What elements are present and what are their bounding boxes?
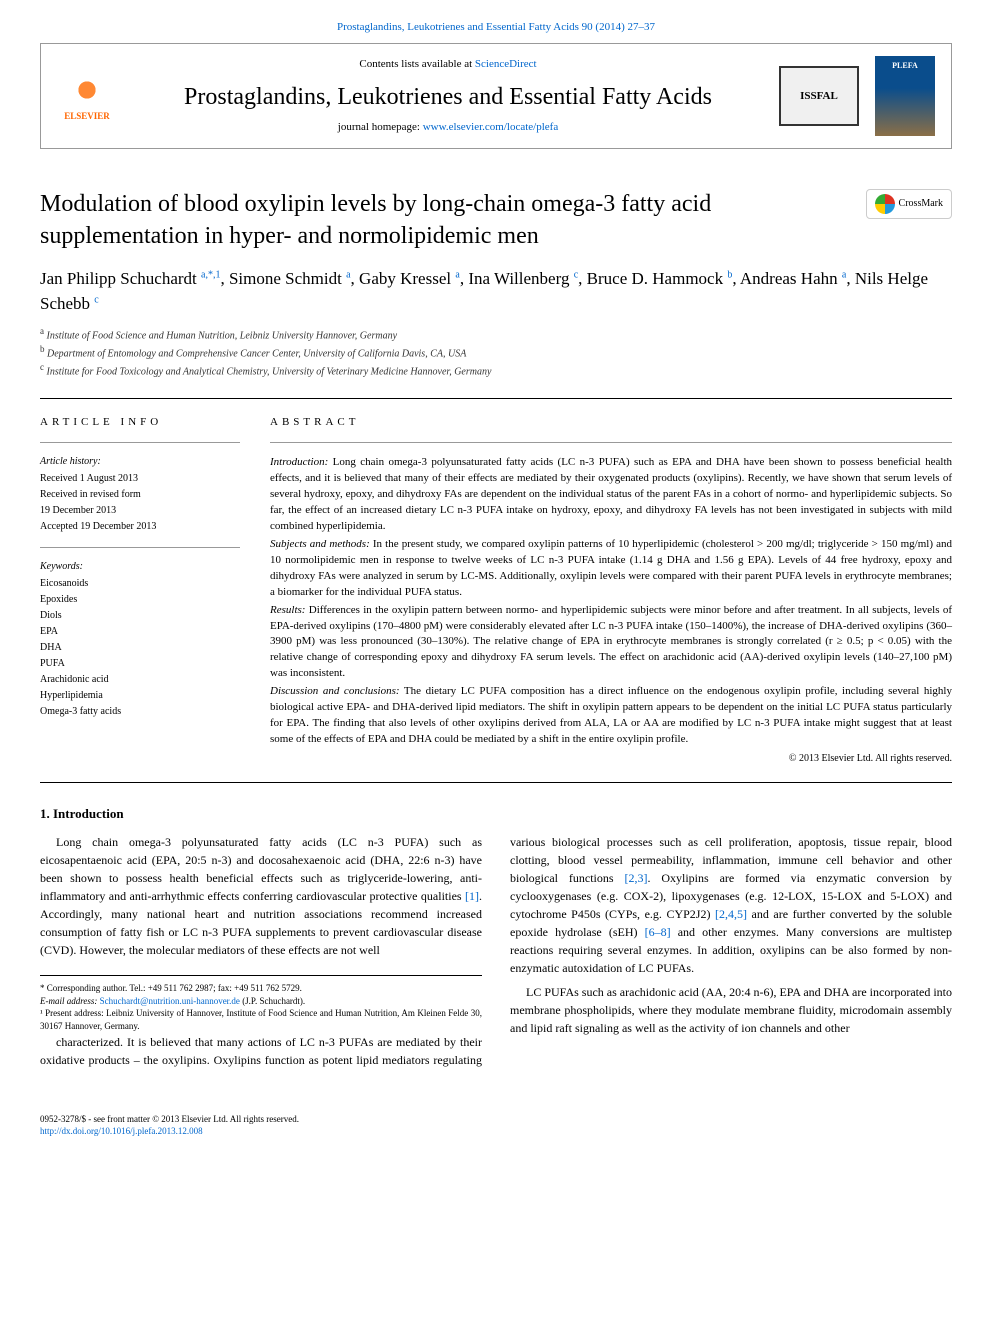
history-item: Received 1 August 2013 xyxy=(40,471,240,487)
keyword-item: Diols xyxy=(40,608,240,624)
abstract-para: Introduction: Long chain omega-3 polyuns… xyxy=(270,455,952,535)
info-divider-2 xyxy=(40,547,240,548)
homepage-label: journal homepage: xyxy=(338,121,423,133)
contents-line: Contents lists available at ScienceDirec… xyxy=(133,57,763,72)
footer: 0952-3278/$ - see front matter © 2013 El… xyxy=(0,1113,992,1158)
keyword-item: DHA xyxy=(40,640,240,656)
info-abstract-row: ARTICLE INFO Article history: Received 1… xyxy=(40,415,952,766)
email-suffix: (J.P. Schuchardt). xyxy=(240,996,305,1006)
crossmark-label: CrossMark xyxy=(899,197,943,211)
rule-bottom xyxy=(40,782,952,783)
doi-link[interactable]: http://dx.doi.org/10.1016/j.plefa.2013.1… xyxy=(40,1126,203,1136)
affiliations: a Institute of Food Science and Human Nu… xyxy=(40,325,952,380)
ref-2-3[interactable]: [2,3] xyxy=(624,871,647,885)
elsevier-tree-icon xyxy=(67,70,107,110)
homepage-line: journal homepage: www.elsevier.com/locat… xyxy=(133,120,763,135)
ref-2-4-5[interactable]: [2,4,5] xyxy=(715,907,747,921)
history-item: 19 December 2013 xyxy=(40,503,240,519)
masthead-region: Prostaglandins, Leukotrienes and Essenti… xyxy=(0,0,992,159)
keyword-item: Epoxides xyxy=(40,592,240,608)
intro-p1-a: Long chain omega-3 polyunsaturated fatty… xyxy=(40,835,482,903)
history-item: Received in revised form xyxy=(40,487,240,503)
abstract-body: Introduction: Long chain omega-3 polyuns… xyxy=(270,455,952,748)
journal-ref-link[interactable]: Prostaglandins, Leukotrienes and Essenti… xyxy=(337,21,655,33)
issfal-text: ISSFAL xyxy=(800,89,838,104)
email-link[interactable]: Schuchardt@nutrition.uni-hannover.de xyxy=(100,996,240,1006)
affiliation: c Institute for Food Toxicology and Anal… xyxy=(40,361,952,379)
history-label: Article history: xyxy=(40,455,240,469)
abstract-para: Subjects and methods: In the present stu… xyxy=(270,537,952,601)
affiliation: a Institute of Food Science and Human Nu… xyxy=(40,325,952,343)
history-list: Received 1 August 2013Received in revise… xyxy=(40,471,240,535)
homepage-link[interactable]: www.elsevier.com/locate/plefa xyxy=(423,121,559,133)
article-area: Modulation of blood oxylipin levels by l… xyxy=(0,159,992,1098)
article-info-col: ARTICLE INFO Article history: Received 1… xyxy=(40,415,240,766)
body-columns: Long chain omega-3 polyunsaturated fatty… xyxy=(40,833,952,1068)
info-divider-1 xyxy=(40,442,240,443)
keyword-item: Hyperlipidemia xyxy=(40,688,240,704)
journal-title: Prostaglandins, Leukotrienes and Essenti… xyxy=(133,81,763,115)
masthead-box: ELSEVIER Contents lists available at Sci… xyxy=(40,43,952,149)
crossmark-icon xyxy=(875,194,895,214)
email-label: E-mail address: xyxy=(40,996,100,1006)
intro-heading: 1. Introduction xyxy=(40,805,952,823)
article-title: Modulation of blood oxylipin levels by l… xyxy=(40,189,846,251)
cover-label: PLEFA xyxy=(892,60,918,71)
keywords-label: Keywords: xyxy=(40,560,240,574)
authors-list: Jan Philipp Schuchardt a,*,1, Simone Sch… xyxy=(40,266,952,317)
email-line: E-mail address: Schuchardt@nutrition.uni… xyxy=(40,995,482,1008)
elsevier-logo: ELSEVIER xyxy=(57,61,117,131)
keyword-item: Arachidonic acid xyxy=(40,672,240,688)
keywords-list: EicosanoidsEpoxidesDiolsEPADHAPUFAArachi… xyxy=(40,576,240,720)
abstract-col: ABSTRACT Introduction: Long chain omega-… xyxy=(270,415,952,766)
masthead-center: Contents lists available at ScienceDirec… xyxy=(133,57,763,135)
crossmark-badge[interactable]: CrossMark xyxy=(866,189,952,219)
publisher-name: ELSEVIER xyxy=(64,110,110,123)
contents-text: Contents lists available at xyxy=(359,58,474,70)
footnotes: * Corresponding author. Tel.: +49 511 76… xyxy=(40,975,482,1032)
article-info-heading: ARTICLE INFO xyxy=(40,415,240,430)
issfal-badge: ISSFAL xyxy=(779,66,859,126)
intro-p1: Long chain omega-3 polyunsaturated fatty… xyxy=(40,833,482,959)
affiliation: b Department of Entomology and Comprehen… xyxy=(40,343,952,361)
rule-top xyxy=(40,398,952,399)
keyword-item: PUFA xyxy=(40,656,240,672)
copyright-line: © 2013 Elsevier Ltd. All rights reserved… xyxy=(270,752,952,766)
intro-p3: LC PUFAs such as arachidonic acid (AA, 2… xyxy=(510,983,952,1037)
corresponding-note: * Corresponding author. Tel.: +49 511 76… xyxy=(40,982,482,995)
abstract-para: Results: Differences in the oxylipin pat… xyxy=(270,603,952,683)
journal-cover-thumb: PLEFA xyxy=(875,56,935,136)
keyword-item: Eicosanoids xyxy=(40,576,240,592)
keyword-item: Omega-3 fatty acids xyxy=(40,704,240,720)
present-address: ¹ Present address: Leibniz University of… xyxy=(40,1007,482,1032)
title-row: Modulation of blood oxylipin levels by l… xyxy=(40,189,952,251)
abstract-para: Discussion and conclusions: The dietary … xyxy=(270,684,952,748)
journal-reference: Prostaglandins, Leukotrienes and Essenti… xyxy=(40,20,952,43)
abstract-divider xyxy=(270,442,952,443)
history-item: Accepted 19 December 2013 xyxy=(40,519,240,535)
abstract-heading: ABSTRACT xyxy=(270,415,952,430)
ref-1[interactable]: [1] xyxy=(465,889,479,903)
issn-line: 0952-3278/$ - see front matter © 2013 El… xyxy=(40,1113,952,1126)
ref-6-8[interactable]: [6–8] xyxy=(645,925,671,939)
keyword-item: EPA xyxy=(40,624,240,640)
sciencedirect-link[interactable]: ScienceDirect xyxy=(475,58,537,70)
